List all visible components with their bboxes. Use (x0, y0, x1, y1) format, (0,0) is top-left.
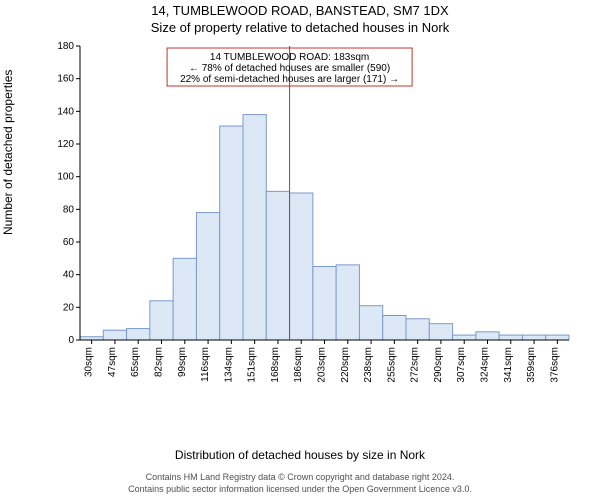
x-tick-label: 255sqm (386, 347, 397, 383)
x-tick-label: 238sqm (363, 347, 374, 383)
chart-title-line2: Size of property relative to detached ho… (0, 20, 600, 35)
y-axis-label: Number of detached properties (1, 70, 15, 235)
histogram-bar (127, 329, 150, 340)
y-tick-label: 180 (57, 41, 74, 52)
histogram-bar (522, 335, 545, 340)
chart-container: 14, TUMBLEWOOD ROAD, BANSTEAD, SM7 1DX S… (0, 0, 600, 500)
x-tick-label: 47sqm (107, 347, 118, 377)
y-tick-label: 60 (63, 237, 75, 248)
y-tick-label: 160 (57, 74, 74, 85)
histogram-bar (546, 335, 569, 340)
x-tick-label: 376sqm (549, 347, 560, 383)
histogram-bar (313, 267, 336, 341)
histogram-bar (383, 316, 406, 341)
y-tick-label: 120 (57, 139, 74, 150)
y-tick-label: 0 (68, 335, 74, 346)
x-tick-label: 30sqm (84, 347, 95, 377)
x-tick-label: 324sqm (480, 347, 491, 383)
footer-licence: Contains public sector information licen… (0, 484, 600, 494)
y-tick-label: 140 (57, 106, 74, 117)
x-tick-label: 168sqm (270, 347, 281, 383)
histogram-bar (499, 335, 522, 340)
plot-area: 0 20 40 60 80 100 120 140 160 180 30sqm 47sqm 65sqm 8… (55, 40, 575, 395)
y-tick-label: 20 (63, 302, 75, 313)
y-tick-label: 100 (57, 172, 74, 183)
x-tick-label: 65sqm (130, 347, 141, 377)
x-tick-label: 116sqm (200, 347, 211, 382)
y-tick-label: 40 (63, 270, 75, 281)
y-tick-label: 80 (63, 204, 75, 215)
histogram-bar (103, 330, 126, 340)
x-axis-label: Distribution of detached houses by size … (0, 448, 600, 462)
histogram-svg: 0 20 40 60 80 100 120 140 160 180 30sqm 47sqm 65sqm 8… (55, 40, 575, 395)
histogram-bar (429, 324, 452, 340)
footer-copyright: Contains HM Land Registry data © Crown c… (0, 472, 600, 482)
x-tick-label: 272sqm (410, 347, 421, 383)
histogram-bar (406, 319, 429, 340)
x-tick-label: 341sqm (503, 347, 514, 383)
chart-title-line1: 14, TUMBLEWOOD ROAD, BANSTEAD, SM7 1DX (0, 3, 600, 18)
x-tick-label: 186sqm (293, 347, 304, 383)
histogram-bar (266, 191, 289, 340)
histogram-bar (196, 213, 219, 340)
x-tick-label: 151sqm (247, 347, 258, 383)
x-tick-label: 290sqm (433, 347, 444, 383)
annotation-line2: ← 78% of detached houses are smaller (59… (189, 63, 390, 74)
histogram-bar (243, 115, 266, 340)
x-tick-label: 82sqm (154, 347, 165, 377)
x-tick-label: 99sqm (177, 347, 188, 377)
x-tick-label: 203sqm (317, 347, 328, 383)
histogram-bar (359, 306, 382, 340)
histogram-bar (336, 265, 359, 340)
histogram-bar (150, 301, 173, 340)
x-tick-label: 134sqm (223, 347, 234, 383)
histogram-bar (290, 193, 313, 340)
annotation-line3: 22% of semi-detached houses are larger (… (180, 74, 399, 85)
histogram-bar (476, 332, 499, 340)
histogram-bar (173, 258, 196, 340)
x-tick-label: 220sqm (340, 347, 351, 383)
histogram-bar (220, 126, 243, 340)
x-tick-label: 359sqm (526, 347, 537, 383)
x-tick-label: 307sqm (456, 347, 467, 383)
annotation-line1: 14 TUMBLEWOOD ROAD: 183sqm (210, 52, 369, 63)
histogram-bar (453, 335, 476, 340)
